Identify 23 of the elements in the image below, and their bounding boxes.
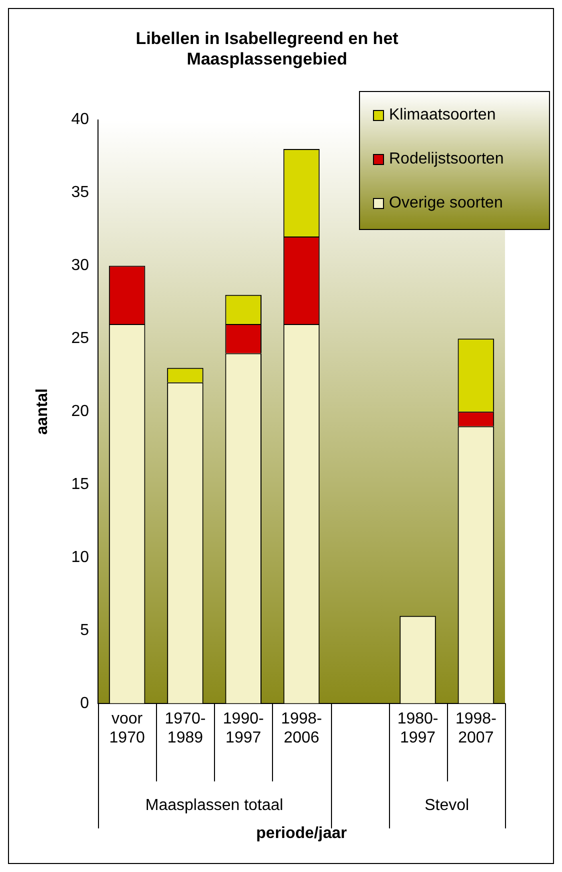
x-tick-label: 1990-1997 [222,710,264,747]
y-tick-label: 30 [71,257,90,274]
legend-label: Klimaatsoorten [389,106,496,124]
x-tick-label: 1998-2006 [281,710,322,747]
x-tick-label: 1980-1997 [397,710,438,747]
y-tick-label: 40 [71,111,90,128]
y-tick-label: 15 [71,476,90,493]
x-tick-label: voor 1970 [109,710,145,747]
x-tick-label: 1970-1989 [164,710,206,747]
y-tick-label: 5 [80,622,90,639]
y-tick-label: 35 [71,184,90,202]
y-axis-title: aantal [34,388,52,435]
y-tick-label: 0 [80,694,90,712]
legend-label: Overige soorten [389,194,503,212]
y-tick-label: 10 [71,548,90,566]
text: Stevol [424,796,470,814]
text: Maasplassen totaal [145,796,284,814]
x-tick-label: 1998-2007 [455,710,496,747]
x-axis-title: periode/jaar [256,824,347,842]
y-tick-label: 25 [71,330,90,348]
chart-title: Libellen in Isabellegreend en het Maasplassengebied [136,28,399,68]
y-tick-label: 20 [71,403,90,420]
legend-label: Rodelijstsoorten [389,150,504,168]
